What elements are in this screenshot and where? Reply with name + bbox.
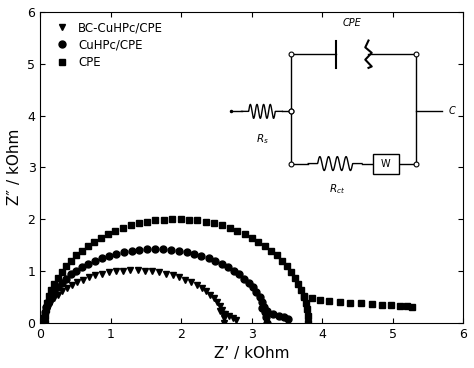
X-axis label: Z’ / kOhm: Z’ / kOhm (214, 346, 290, 361)
Y-axis label: Z″ / kOhm: Z″ / kOhm (7, 129, 22, 205)
Legend: BC-CuHPc/CPE, CuHPc/CPE, CPE: BC-CuHPc/CPE, CuHPc/CPE, CPE (46, 18, 167, 72)
